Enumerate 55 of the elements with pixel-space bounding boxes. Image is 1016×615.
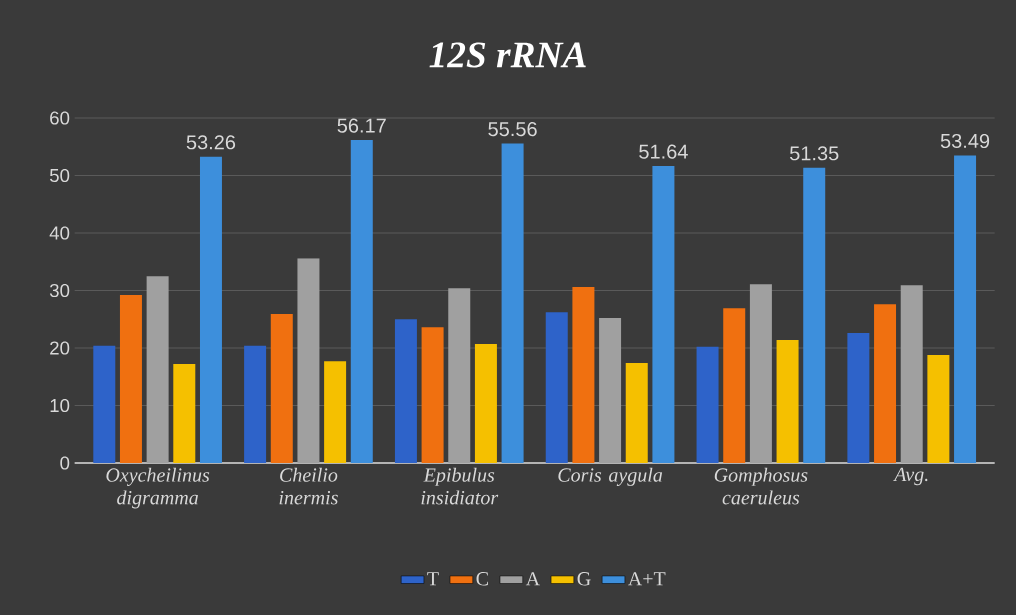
bar — [244, 345, 267, 463]
bar — [803, 167, 826, 463]
bar — [270, 314, 293, 463]
bar — [394, 319, 417, 463]
bar — [93, 345, 116, 463]
bar — [572, 287, 595, 463]
bar — [874, 304, 897, 463]
bar — [652, 166, 675, 463]
bar — [501, 143, 524, 463]
data-label: 51.35 — [790, 146, 839, 161]
bar — [749, 284, 772, 463]
legend-label: G — [577, 572, 591, 586]
legend-label: C — [476, 572, 488, 586]
x-tick-label: Coris aygula — [558, 467, 663, 486]
data-label: 51.64 — [639, 144, 688, 159]
bar — [199, 156, 222, 463]
bar — [421, 327, 444, 463]
x-tick-label: Epibulus insidiator — [421, 467, 499, 505]
legend-label: A+T — [628, 572, 666, 586]
bar — [954, 155, 977, 463]
y-tick-label: 0 — [60, 456, 70, 470]
bar — [474, 343, 497, 463]
bar — [599, 318, 622, 463]
bar — [350, 140, 373, 463]
legend-label: T — [427, 572, 439, 586]
bar — [119, 295, 142, 463]
bar — [927, 354, 950, 463]
data-label: 56.17 — [337, 118, 386, 133]
x-tick-label: Oxycheilinus digramma — [106, 467, 210, 509]
bar — [146, 276, 169, 463]
y-tick-label: 30 — [49, 283, 70, 298]
bar — [723, 308, 746, 463]
y-tick-label: 40 — [49, 226, 70, 240]
y-tick-label: 20 — [50, 341, 70, 355]
data-label: 55.56 — [488, 121, 537, 137]
legend-label: A — [525, 572, 540, 586]
bar — [847, 333, 870, 463]
bar — [696, 346, 719, 463]
bar — [545, 312, 568, 463]
bar — [324, 361, 347, 463]
chart-title: 12S rRNA — [429, 42, 586, 68]
data-label: 53.49 — [940, 133, 990, 149]
y-tick-label: 50 — [49, 168, 70, 183]
bar — [297, 258, 320, 463]
y-tick-label: 10 — [50, 398, 70, 413]
x-tick-label: Cheilio inermis — [279, 467, 338, 505]
data-label: 53.26 — [186, 135, 236, 150]
bar — [625, 362, 648, 463]
bar — [173, 364, 196, 463]
bar — [900, 285, 923, 463]
bar — [776, 339, 799, 463]
x-tick-label: Gomphosus caeruleus — [714, 467, 808, 505]
bar — [448, 288, 471, 463]
y-tick-label: 60 — [50, 111, 70, 125]
x-tick-label: Avg. — [893, 467, 928, 486]
